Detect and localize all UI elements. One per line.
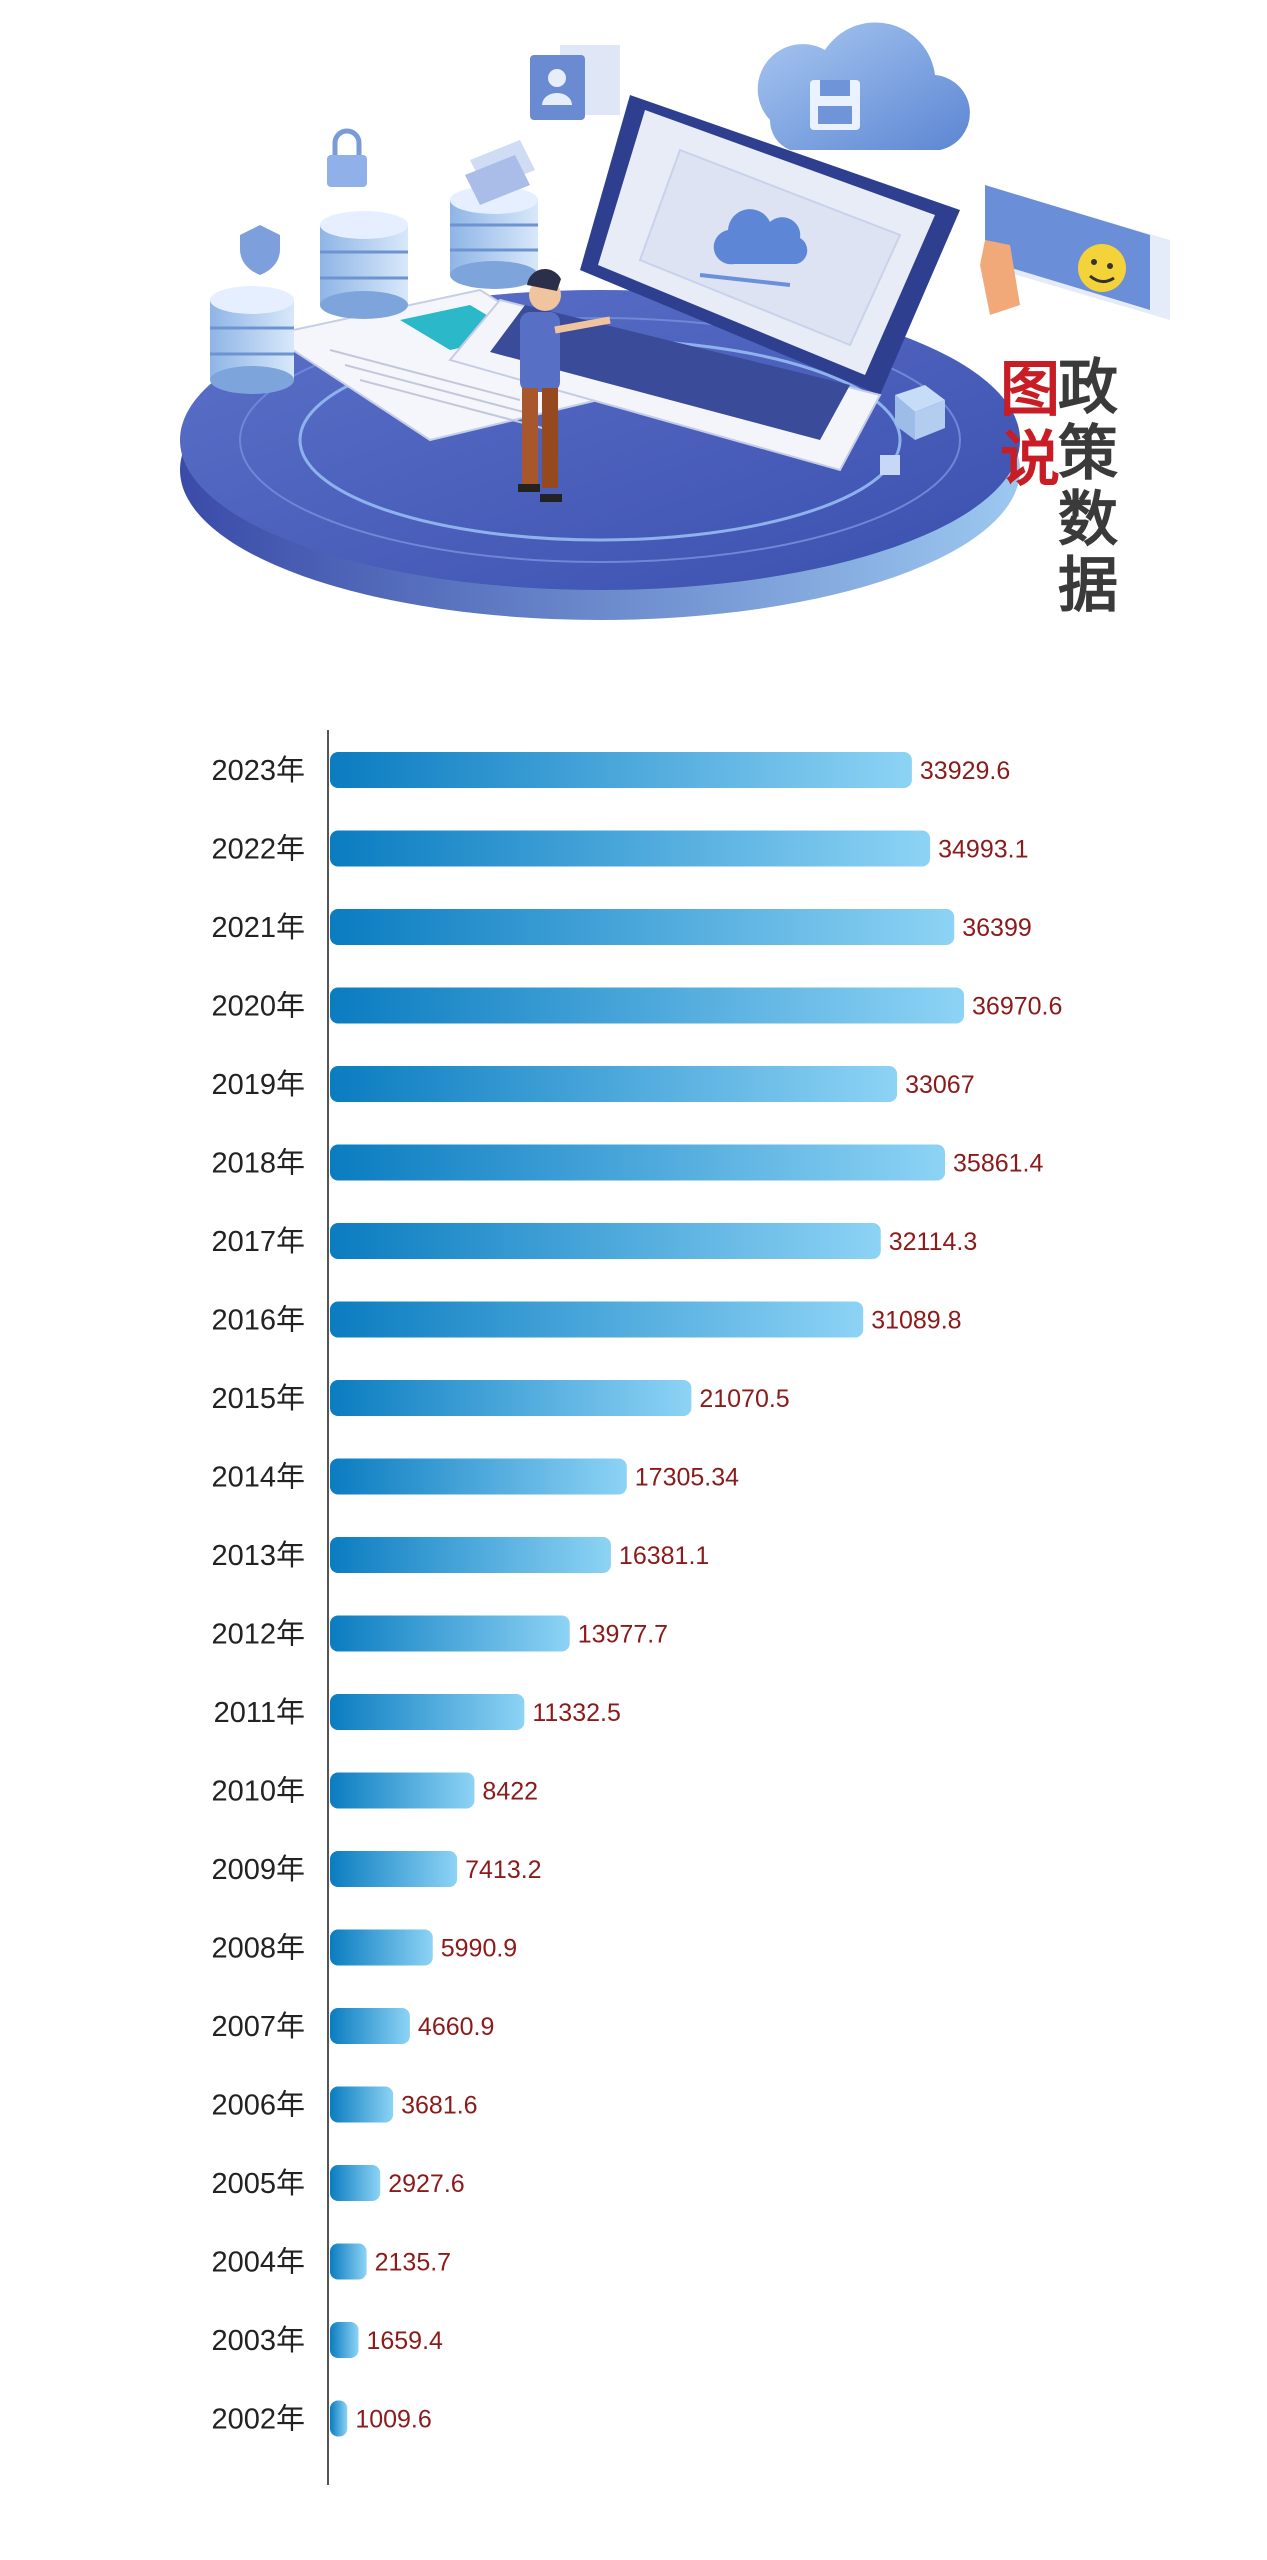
category-label: 2014年 <box>211 1461 305 1494</box>
value-label: 32114.3 <box>889 1228 978 1256</box>
badge-char: 据 <box>1058 551 1118 621</box>
bar <box>330 2165 381 2201</box>
value-label: 1009.6 <box>355 2406 431 2434</box>
bar <box>330 1144 946 1181</box>
value-label: 2135.7 <box>375 2249 451 2277</box>
category-label: 2020年 <box>211 990 305 1023</box>
bar <box>330 1851 458 1887</box>
smiley-card-icon <box>980 185 1170 320</box>
category-label: 2002年 <box>211 2403 305 2436</box>
bar <box>330 1223 881 1259</box>
category-label: 2015年 <box>211 1382 305 1415</box>
category-label: 2008年 <box>211 1932 305 1965</box>
bar <box>330 1929 433 1966</box>
badge-red-column: 图 说 <box>1000 355 1060 495</box>
bar <box>330 1694 525 1730</box>
bar <box>330 2322 359 2358</box>
category-label: 2004年 <box>211 2246 305 2279</box>
bar <box>330 909 955 945</box>
bar <box>330 1380 692 1416</box>
value-label: 13977.7 <box>578 1621 668 1649</box>
database-icon <box>450 186 538 289</box>
category-label: 2019年 <box>211 1068 305 1101</box>
badge-dark-column: 政 策 数 据 <box>1058 355 1118 619</box>
bar <box>330 987 965 1024</box>
value-label: 21070.5 <box>699 1385 789 1413</box>
value-label: 2927.6 <box>388 2170 464 2198</box>
value-label: 1659.4 <box>366 2327 443 2355</box>
value-label: 8422 <box>482 1778 538 1806</box>
badge-char: 说 <box>1000 425 1060 495</box>
person-figure <box>518 269 611 502</box>
database-icon <box>320 211 408 319</box>
bars-group: 2023年 33929.6 2022年 34993.1 2021年 36399 2020年 3… <box>211 752 1062 2437</box>
value-label: 11332.5 <box>532 1699 621 1727</box>
database-icon <box>210 286 294 394</box>
bar <box>330 752 912 788</box>
value-label: 33929.6 <box>920 757 1010 785</box>
bar <box>330 830 931 867</box>
shield-icon <box>240 225 280 275</box>
laptop-icon <box>448 95 960 472</box>
cloud-icon <box>757 22 970 151</box>
lock-icon <box>327 128 367 187</box>
value-label: 33067 <box>905 1071 975 1099</box>
category-label: 2010年 <box>211 1775 305 1808</box>
value-label: 7413.2 <box>465 1856 541 1884</box>
value-label: 4660.9 <box>418 2013 494 2041</box>
value-label: 35861.4 <box>953 1150 1043 1178</box>
value-label: 16381.1 <box>619 1542 709 1570</box>
bar <box>330 2086 394 2123</box>
bar <box>330 1537 611 1573</box>
user-chat-icon <box>530 45 620 120</box>
category-label: 2006年 <box>211 2089 305 2122</box>
value-label: 34993.1 <box>938 836 1028 864</box>
category-label: 2018年 <box>211 1147 305 1180</box>
bar <box>330 1458 627 1495</box>
value-label: 36399 <box>962 914 1032 942</box>
bar <box>330 2400 348 2437</box>
bar-chart: 2023年 33929.6 2022年 34993.1 2021年 36399 2020年 3… <box>211 730 1062 2485</box>
category-label: 2003年 <box>211 2324 305 2357</box>
category-label: 2009年 <box>211 1853 305 1886</box>
value-label: 17305.34 <box>635 1464 739 1492</box>
bar <box>330 1615 570 1652</box>
category-label: 2011年 <box>214 1696 305 1729</box>
category-label: 2017年 <box>211 1225 305 1258</box>
value-label: 3681.6 <box>401 2092 477 2120</box>
bar <box>330 1772 475 1809</box>
hero-illustration <box>180 22 1170 620</box>
badge-char: 政 <box>1058 353 1118 423</box>
bar <box>330 1301 864 1338</box>
value-label: 31089.8 <box>871 1307 961 1335</box>
category-label: 2022年 <box>211 833 305 866</box>
category-label: 2021年 <box>211 911 305 944</box>
title-badge: 图 说 政 策 数 据 <box>1000 355 1140 619</box>
value-label: 36970.6 <box>972 993 1062 1021</box>
bar <box>330 1066 898 1102</box>
document-stack-icon <box>465 140 535 205</box>
value-label: 5990.9 <box>441 1935 517 1963</box>
category-label: 2023年 <box>211 754 305 787</box>
badge-char: 策 <box>1058 419 1118 489</box>
bar <box>330 2243 367 2280</box>
bar <box>330 2008 410 2044</box>
badge-char: 图 <box>1000 355 1060 425</box>
category-label: 2012年 <box>211 1618 305 1651</box>
category-label: 2007年 <box>211 2010 305 2043</box>
badge-char: 数 <box>1058 485 1118 555</box>
cube-icon <box>880 385 945 475</box>
category-label: 2013年 <box>211 1539 305 1572</box>
category-label: 2016年 <box>211 1304 305 1337</box>
category-label: 2005年 <box>211 2167 305 2200</box>
